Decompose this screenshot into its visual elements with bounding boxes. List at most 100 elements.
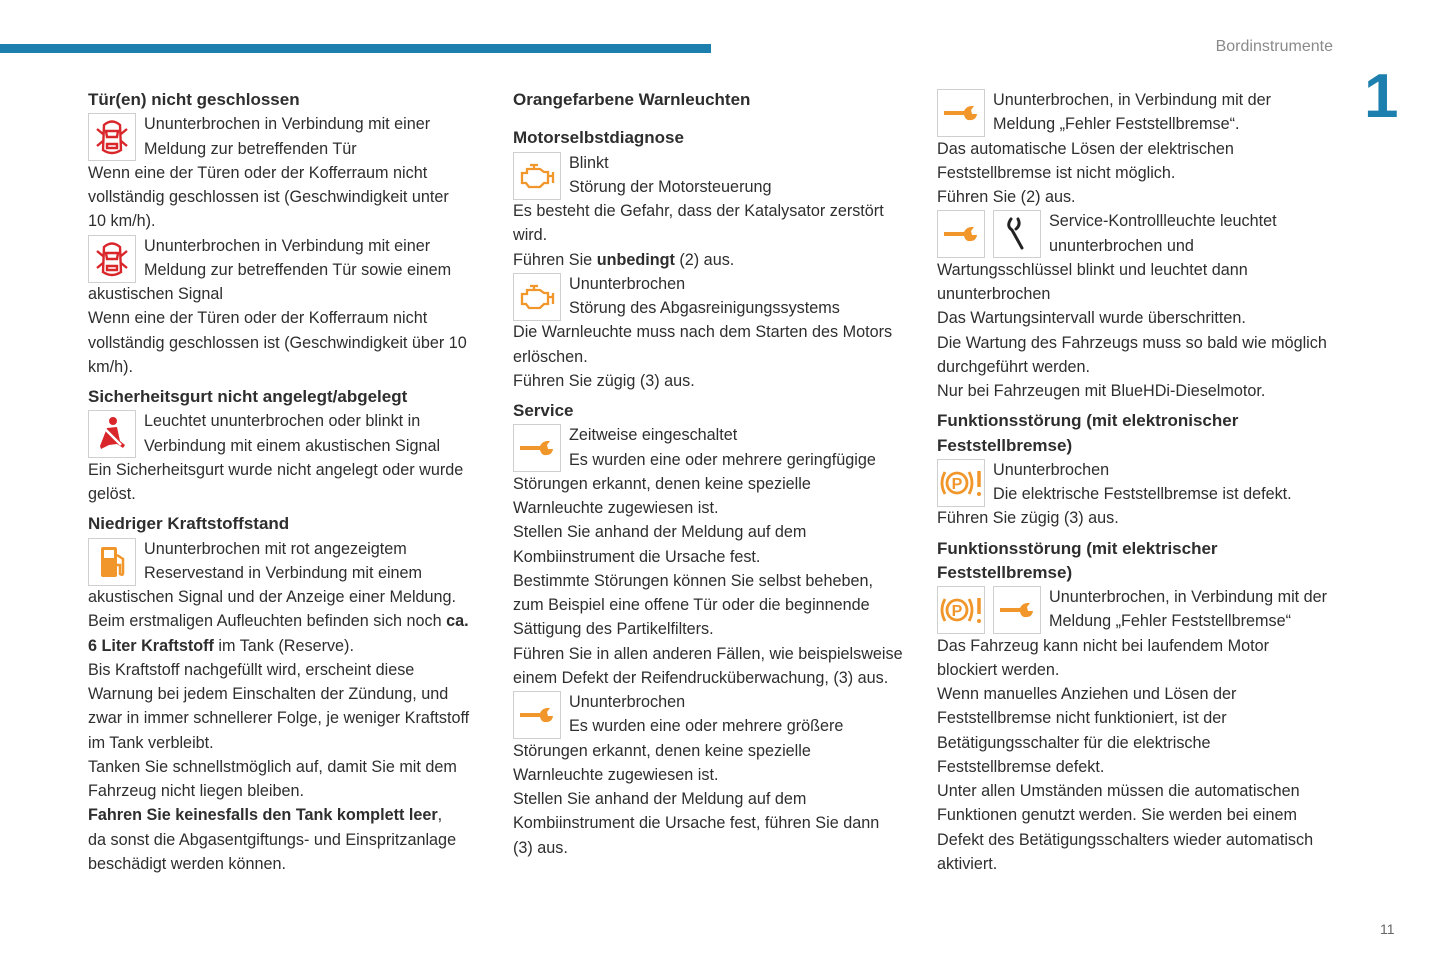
text-line: Es wurden eine oder mehrere größere xyxy=(569,717,844,736)
text-line: Nur bei Fahrzeugen mit BlueHDi-Dieselmot… xyxy=(937,382,1266,400)
heading-line: Orangefarbene Warnleuchten xyxy=(513,90,751,109)
warning-light-entry: Blinkt Störung der Motorsteuerung xyxy=(513,151,913,200)
text-line: Störung des Abgasreinigungssystems xyxy=(569,299,840,317)
text-line: vollständig geschlossen ist (Geschwindig… xyxy=(88,333,467,352)
bold-text: unbedingt xyxy=(596,250,675,269)
text-line: Ununterbrochen xyxy=(569,274,686,293)
text-line: 6 Liter Kraftstoff im Tank (Reserve). xyxy=(88,634,488,658)
text-line: Störungen erkannt, denen keine spezielle xyxy=(513,474,811,493)
text-line: Störungen erkannt, denen keine spezielle xyxy=(513,741,811,760)
text-line: Wenn manuelles Anziehen und Lösen der xyxy=(937,685,1237,703)
text-line: Stellen Sie anhand der Meldung auf dem xyxy=(513,790,807,808)
heading-line: Tür(en) nicht geschlossen xyxy=(88,90,300,109)
text-line: Fahrzeug nicht liegen bleiben. xyxy=(88,782,304,800)
text-line: Kombiinstrument die Ursache fest, führen… xyxy=(513,814,880,833)
heading-line: Service xyxy=(513,401,574,420)
text-line: akustischen Signal und der Anzeige einer… xyxy=(88,588,457,606)
text-line: Wenn eine der Türen oder der Kofferraum … xyxy=(88,309,428,328)
parking-brake-fault-orange-icon: P xyxy=(937,586,985,634)
door-open-red-icon xyxy=(88,113,136,162)
text-line: Ein Sicherheitsgurt wurde nicht angelegt… xyxy=(88,460,464,479)
text-line: Ununterbrochen, in Verbindung mit der xyxy=(993,91,1272,109)
warning-light-entry: Ununterbrochen in Verbindung mit einer Me… xyxy=(88,112,488,162)
wrench-orange-icon xyxy=(937,89,985,137)
paragraph: Das Fahrzeug kann nicht bei laufendem Mo… xyxy=(937,634,1347,877)
text-line: Es besteht die Gefahr, dass der Katalysa… xyxy=(513,202,884,220)
chapter-number: 1 xyxy=(1364,62,1399,131)
text-line: Betätigungsschalter für die elektrische xyxy=(937,733,1211,752)
wrench-orange-icon xyxy=(513,691,561,739)
text-line: Die elektrische Feststellbremse ist defe… xyxy=(993,485,1292,503)
engine-orange-icon xyxy=(513,151,561,200)
paragraph: Störungen erkannt, denen keine spezielle… xyxy=(513,472,913,690)
column-1: Tür(en) nicht geschlossen Ununterbrochen … xyxy=(88,88,488,876)
text-line: zum Beispiel eine offene Tür oder die be… xyxy=(513,596,870,614)
text-line: Ununterbrochen xyxy=(993,460,1110,479)
section-heading: Sicherheitsgurt nicht angelegt/abgelegt xyxy=(88,385,488,409)
column-3: Ununterbrochen, in Verbindung mit der Mel… xyxy=(937,88,1347,876)
text-line: Führen Sie unbedingt (2) aus. xyxy=(513,248,913,272)
text-line: zwar in immer schnellerer Folge, je weni… xyxy=(88,709,470,728)
paragraph: Wartungsschlüssel blinkt und leuchtet da… xyxy=(937,258,1347,404)
engine-orange-icon xyxy=(513,272,561,321)
warning-light-entry: Ununterbrochen mit rot angezeigtem Reserv… xyxy=(88,537,488,586)
text-line: Die Warnleuchte muss nach dem Starten de… xyxy=(513,323,893,342)
paragraph: Wenn eine der Türen oder der Kofferraum … xyxy=(88,161,488,234)
paragraph: Führen Sie zügig (3) aus. xyxy=(937,506,1347,530)
text-line: Meldung „Fehler Feststellbremse“ xyxy=(1049,612,1291,631)
text-segment: Beim erstmaligen Aufleuchten befinden si… xyxy=(88,612,447,631)
text-line: Bestimmte Störungen können Sie selbst be… xyxy=(513,571,873,590)
text-line: Warnung bei jedem Einschalten der Zündun… xyxy=(88,685,449,703)
text-line: Ununterbrochen in Verbindung mit einer xyxy=(144,115,431,134)
text-line: durchgeführt werden. xyxy=(937,357,1090,376)
paragraph: Störungen erkannt, denen keine spezielle… xyxy=(513,739,913,860)
text-line: Feststellbremse defekt. xyxy=(937,757,1105,776)
text-line: Bis Kraftstoff nachgefüllt wird, erschei… xyxy=(88,660,415,679)
text-line: Ununterbrochen in Verbindung mit einer xyxy=(144,236,431,255)
heading-line: Motorselbstdiagnose xyxy=(513,128,684,148)
seatbelt-red-icon xyxy=(88,410,136,459)
column-2: Orangefarbene Warnleuchten Motorselbstdia… xyxy=(513,88,913,860)
warning-light-entry: Ununterbrochen, in Verbindung mit der Mel… xyxy=(937,88,1347,137)
section-heading: Service xyxy=(513,399,913,423)
text-segment: Führen Sie xyxy=(513,250,597,269)
text-line: Leuchtet ununterbrochen oder blinkt in xyxy=(144,412,421,431)
warning-light-entry: P Ununterbrochen, in Verbindung mit der Me… xyxy=(937,585,1347,634)
text-line: Blinkt xyxy=(569,153,609,172)
section-heading: Niedriger Kraftstoffstand xyxy=(88,512,488,536)
text-line: Sättigung des Partikelfilters. xyxy=(513,620,714,639)
section-heading: Motorselbstdiagnose xyxy=(513,126,913,150)
text-line: akustischen Signal xyxy=(88,285,223,303)
wrench-orange-icon xyxy=(937,210,985,259)
heading-line: Feststellbremse) xyxy=(937,562,1073,582)
section-heading: Orangefarbene Warnleuchten xyxy=(513,88,913,112)
paragraph: akustischen Signal und der Anzeige einer… xyxy=(88,585,488,876)
text-line: Führen Sie zügig (3) aus. xyxy=(513,371,695,390)
text-line: Meldung „Fehler Feststellbremse“. xyxy=(993,115,1240,134)
text-line: Warnleuchte zugewiesen ist. xyxy=(513,499,719,517)
text-line: Führen Sie zügig (3) aus. xyxy=(937,509,1119,528)
warning-light-entry: P Ununterbrochen Die elektrische Feststell… xyxy=(937,458,1347,507)
warning-light-entry: Ununterbrochen Es wurden eine oder mehrer… xyxy=(513,690,913,739)
text-line: aktiviert. xyxy=(937,854,998,873)
heading-line: Sicherheitsgurt nicht angelegt/abgelegt xyxy=(88,387,408,406)
paragraph: Ein Sicherheitsgurt wurde nicht angelegt… xyxy=(88,458,488,507)
text-line: Führen Sie in allen anderen Fällen, wie … xyxy=(513,644,903,663)
text-line: Beim erstmaligen Aufleuchten befinden si… xyxy=(88,609,488,633)
warning-light-entry: Leuchtet ununterbrochen oder blinkt in Ve… xyxy=(88,409,488,459)
warning-light-entry: Zeitweise eingeschaltet Es wurden eine od… xyxy=(513,423,913,473)
text-line: 10 km/h). xyxy=(88,212,156,231)
text-line: (3) aus. xyxy=(513,838,568,857)
warning-light-entry: Ununterbrochen Störung des Abgasreinigung… xyxy=(513,272,913,321)
text-line: im Tank verbleibt. xyxy=(88,733,214,752)
section-title: Bordinstrumente xyxy=(1215,38,1333,55)
svg-text:P: P xyxy=(952,603,963,620)
text-line: beschädigt werden können. xyxy=(88,854,286,873)
text-line: vollständig geschlossen ist (Geschwindig… xyxy=(88,188,449,206)
text-line: Defekt des Betätigungsschalters wieder a… xyxy=(937,830,1314,849)
section-heading: Tür(en) nicht geschlossen xyxy=(88,88,488,112)
text-line: Fahren Sie keinesfalls den Tank komplett… xyxy=(88,803,488,827)
text-line: Feststellbremse ist nicht möglich. xyxy=(937,163,1176,182)
paragraph: Es besteht die Gefahr, dass der Katalysa… xyxy=(513,199,913,272)
text-line: wird. xyxy=(513,226,548,245)
